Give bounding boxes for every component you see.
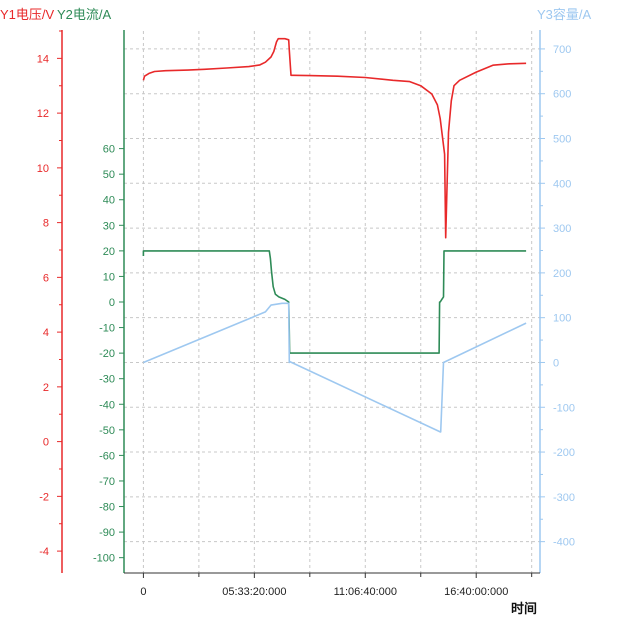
series-line-current	[142, 250, 527, 354]
y3-tick-label: 0	[553, 357, 559, 369]
y2-tick-label: -10	[99, 323, 115, 335]
y3-tick-label: 400	[553, 178, 571, 190]
y1-tick-label: 12	[37, 108, 49, 120]
y3-tick-label: 600	[553, 89, 571, 101]
y1-tick-label: -4	[39, 546, 49, 558]
y3-tick-label: 700	[553, 44, 571, 56]
x-tick-label: 16:40:00:000	[444, 586, 508, 598]
y3-axis-title: Y3容量/A	[537, 7, 592, 22]
y3-tick-label: -400	[553, 537, 575, 549]
y1-tick-label: -2	[39, 491, 49, 503]
y2-tick-label: -30	[99, 374, 115, 386]
y3-tick-label: -100	[553, 402, 575, 414]
y1-tick-label: 4	[43, 327, 49, 339]
x-axis-title: 时间	[511, 601, 537, 616]
y2-tick-label: -90	[99, 527, 115, 539]
y3-tick-label: -300	[553, 492, 575, 504]
y3-tick-label: -200	[553, 447, 575, 459]
y2-tick-label: 30	[103, 220, 115, 232]
y1-axis-title: Y1电压/V	[0, 7, 55, 22]
y3-tick-label: 500	[553, 134, 571, 146]
series-line-capacity	[143, 302, 527, 433]
series-line-voltage	[142, 37, 527, 239]
y2-tick-label: -70	[99, 476, 115, 488]
y2-tick-label: 0	[109, 297, 115, 309]
y2-tick-label: -80	[99, 502, 115, 514]
y2-tick-label: 10	[103, 271, 115, 283]
y2-tick-label: 20	[103, 246, 115, 258]
y1-tick-label: 2	[43, 382, 49, 394]
x-tick-label: 05:33:20:000	[222, 586, 286, 598]
y1-tick-label: 14	[37, 53, 49, 65]
y2-tick-label: -100	[93, 553, 115, 565]
x-tick-label: 0	[140, 586, 146, 598]
y1-tick-label: 8	[43, 218, 49, 230]
y2-tick-label: 60	[103, 144, 115, 156]
y1-tick-label: 6	[43, 272, 49, 284]
y3-tick-label: 300	[553, 223, 571, 235]
y1-tick-label: 0	[43, 437, 49, 449]
y3-tick-label: 200	[553, 268, 571, 280]
y2-tick-label: 50	[103, 169, 115, 181]
y2-tick-label: -20	[99, 348, 115, 360]
y2-tick-label: -40	[99, 399, 115, 411]
y2-tick-label: 40	[103, 195, 115, 207]
x-tick-label: 11:06:40:000	[334, 586, 397, 598]
y1-tick-label: 10	[37, 163, 49, 175]
y2-axis-title: Y2电流/A	[57, 7, 112, 22]
y3-tick-label: 100	[553, 313, 571, 325]
plot-area	[124, 31, 540, 573]
y2-tick-label: -60	[99, 450, 115, 462]
y2-tick-label: -50	[99, 425, 115, 437]
